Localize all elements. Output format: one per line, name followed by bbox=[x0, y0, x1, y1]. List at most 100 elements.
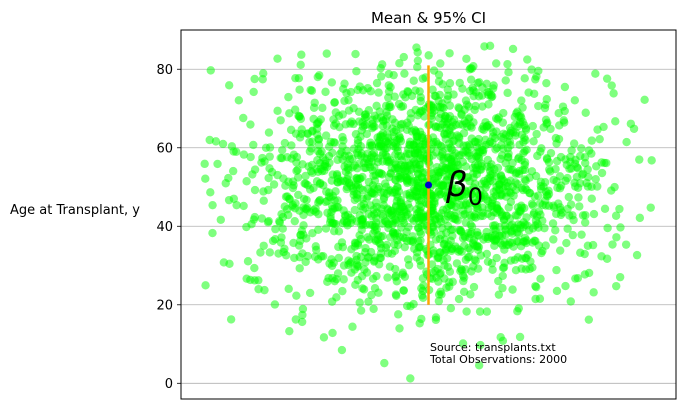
mean-label-symbol: β bbox=[445, 165, 468, 205]
data-point bbox=[513, 307, 522, 316]
data-point bbox=[310, 252, 320, 261]
data-point bbox=[445, 112, 455, 121]
data-point bbox=[568, 211, 577, 220]
data-point bbox=[306, 85, 315, 95]
data-point bbox=[417, 314, 426, 324]
data-point bbox=[499, 176, 509, 186]
data-point bbox=[248, 170, 257, 179]
data-point bbox=[380, 358, 389, 368]
data-point bbox=[571, 274, 580, 283]
data-point bbox=[354, 261, 363, 270]
data-point bbox=[391, 150, 400, 159]
data-point bbox=[466, 75, 476, 84]
data-point bbox=[611, 117, 620, 126]
data-point bbox=[612, 233, 621, 242]
data-point bbox=[242, 177, 251, 186]
data-point bbox=[593, 182, 602, 191]
data-point bbox=[587, 136, 596, 145]
data-point bbox=[461, 162, 470, 171]
data-point bbox=[478, 142, 487, 151]
data-point bbox=[370, 256, 379, 265]
data-point bbox=[297, 125, 306, 134]
data-point bbox=[520, 158, 530, 167]
data-point bbox=[383, 219, 392, 228]
confidence-interval bbox=[425, 65, 432, 305]
data-point bbox=[294, 74, 304, 83]
data-point bbox=[273, 106, 282, 116]
data-point bbox=[524, 88, 533, 97]
data-point bbox=[402, 227, 411, 237]
data-point bbox=[552, 265, 561, 275]
data-point bbox=[280, 244, 289, 254]
data-point bbox=[477, 91, 487, 100]
data-point bbox=[303, 203, 312, 212]
y-tick-label: 80 bbox=[156, 63, 173, 78]
data-point bbox=[492, 59, 501, 68]
data-point bbox=[471, 241, 480, 251]
data-point bbox=[488, 92, 497, 101]
data-point bbox=[513, 107, 522, 116]
data-point bbox=[584, 268, 594, 278]
data-point bbox=[351, 49, 360, 59]
data-point bbox=[506, 126, 516, 136]
data-point bbox=[471, 137, 480, 147]
data-point bbox=[529, 208, 539, 218]
data-point bbox=[352, 67, 361, 76]
data-point bbox=[246, 152, 255, 162]
data-point bbox=[551, 164, 560, 174]
data-point bbox=[201, 174, 210, 183]
data-point bbox=[358, 86, 368, 95]
data-point bbox=[309, 183, 318, 193]
data-point bbox=[563, 224, 572, 233]
data-point bbox=[503, 59, 512, 69]
data-point bbox=[475, 307, 485, 316]
data-point bbox=[531, 171, 541, 181]
data-point bbox=[566, 152, 575, 162]
data-point bbox=[562, 238, 571, 248]
data-point bbox=[382, 129, 392, 138]
data-point bbox=[356, 142, 366, 151]
data-point bbox=[338, 242, 348, 252]
data-point bbox=[519, 218, 528, 227]
data-point bbox=[549, 175, 558, 185]
data-point bbox=[574, 193, 583, 202]
data-point bbox=[259, 196, 268, 205]
data-point bbox=[366, 87, 375, 96]
data-point bbox=[239, 201, 248, 211]
data-point bbox=[330, 98, 339, 107]
data-point bbox=[391, 139, 401, 149]
data-point bbox=[280, 138, 290, 148]
data-point bbox=[622, 137, 631, 147]
data-point bbox=[377, 60, 387, 69]
data-point bbox=[422, 154, 432, 164]
data-point bbox=[326, 137, 335, 147]
data-point bbox=[504, 68, 513, 77]
data-point bbox=[337, 345, 347, 355]
data-point bbox=[478, 208, 487, 217]
data-point bbox=[609, 89, 618, 98]
data-point bbox=[468, 83, 477, 93]
data-point bbox=[431, 123, 441, 132]
data-point bbox=[359, 285, 369, 294]
data-point bbox=[498, 241, 507, 250]
data-point bbox=[608, 240, 617, 249]
data-point bbox=[388, 115, 397, 124]
data-point bbox=[462, 307, 471, 316]
data-point bbox=[555, 246, 565, 255]
data-point bbox=[438, 224, 447, 233]
data-point bbox=[388, 208, 398, 218]
data-point bbox=[477, 179, 486, 189]
data-point bbox=[352, 251, 361, 261]
data-point bbox=[635, 213, 645, 223]
data-point bbox=[281, 251, 291, 260]
data-point bbox=[353, 275, 363, 285]
data-point bbox=[283, 210, 293, 220]
data-point bbox=[445, 282, 454, 291]
data-point bbox=[556, 210, 566, 220]
data-point bbox=[473, 228, 482, 237]
data-point bbox=[504, 240, 513, 250]
data-point bbox=[520, 74, 529, 83]
data-point bbox=[386, 233, 395, 242]
data-point bbox=[290, 216, 299, 226]
data-point bbox=[545, 165, 554, 174]
